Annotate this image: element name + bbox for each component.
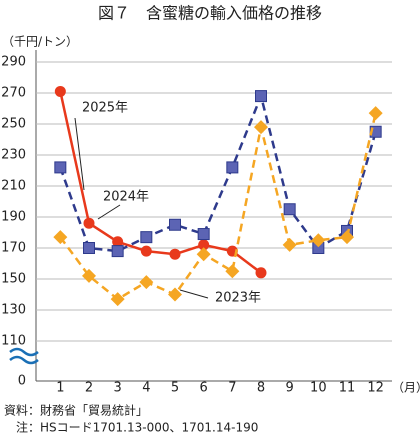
y-tick-label: 270 bbox=[1, 86, 26, 101]
marker bbox=[340, 230, 354, 245]
note: 注：HSコード1701.13-000、1701.14-190 bbox=[16, 420, 258, 435]
x-tick-label: 8 bbox=[257, 381, 265, 396]
marker bbox=[140, 245, 152, 257]
x-tick-label: 11 bbox=[339, 381, 356, 396]
marker bbox=[196, 247, 211, 262]
marker bbox=[255, 90, 267, 103]
marker bbox=[197, 228, 210, 241]
x-tick-label: 3 bbox=[114, 381, 122, 396]
series-label: 2023年 bbox=[215, 291, 261, 306]
y-tick-label: 110 bbox=[1, 334, 26, 349]
marker bbox=[83, 242, 95, 254]
y-tick-label: 150 bbox=[1, 272, 26, 287]
marker bbox=[169, 248, 181, 260]
marker bbox=[282, 237, 297, 252]
marker bbox=[140, 231, 153, 244]
marker bbox=[112, 236, 124, 248]
x-tick-label: 1 bbox=[56, 381, 64, 396]
marker bbox=[255, 267, 267, 279]
y-tick-label: 290 bbox=[1, 55, 26, 70]
marker bbox=[111, 245, 124, 258]
y-tick-label: 190 bbox=[1, 210, 26, 225]
marker bbox=[169, 218, 181, 231]
y-tick-label: 250 bbox=[1, 117, 26, 132]
marker bbox=[311, 233, 326, 248]
x-axis-label: （月） bbox=[392, 381, 420, 395]
marker bbox=[54, 85, 66, 97]
y-axis-label: （千円/トン） bbox=[2, 35, 78, 49]
x-tick-label: 9 bbox=[286, 381, 294, 396]
y-tick-label: 170 bbox=[1, 241, 26, 256]
marker bbox=[198, 239, 210, 251]
y-tick-label: 230 bbox=[1, 148, 26, 163]
marker bbox=[54, 161, 67, 174]
marker bbox=[168, 287, 182, 302]
x-tick-label: 5 bbox=[171, 381, 179, 396]
leader-line bbox=[179, 289, 209, 299]
y-tick-label: 210 bbox=[1, 179, 26, 194]
marker bbox=[82, 268, 96, 283]
y-tick-label: 130 bbox=[1, 303, 26, 318]
marker bbox=[226, 161, 239, 174]
series-line bbox=[59, 112, 377, 301]
marker bbox=[225, 264, 240, 279]
marker bbox=[53, 230, 68, 245]
source: 資料：財務省「貿易統計」 bbox=[4, 403, 148, 418]
series-line bbox=[59, 92, 377, 253]
marker bbox=[83, 217, 95, 229]
marker bbox=[254, 120, 268, 135]
leader-line bbox=[97, 204, 121, 220]
leader-line bbox=[74, 117, 85, 191]
series-label: 2024年 bbox=[103, 190, 149, 205]
x-tick-label: 2 bbox=[85, 381, 93, 396]
marker bbox=[110, 292, 125, 307]
x-tick-label: 10 bbox=[310, 381, 327, 396]
x-tick-label: 6 bbox=[200, 381, 208, 396]
axis-break bbox=[9, 347, 39, 365]
x-tick-label: 12 bbox=[367, 381, 384, 396]
y-origin-label: 0 bbox=[18, 374, 26, 389]
series-label: 2025年 bbox=[82, 101, 128, 116]
x-tick-label: 4 bbox=[142, 381, 150, 396]
marker bbox=[283, 203, 296, 216]
marker bbox=[139, 275, 154, 290]
x-tick-label: 7 bbox=[228, 381, 236, 396]
marker bbox=[368, 106, 383, 121]
chart-title: 図７ 含蜜糖の輸入価格の推移 bbox=[98, 4, 322, 23]
